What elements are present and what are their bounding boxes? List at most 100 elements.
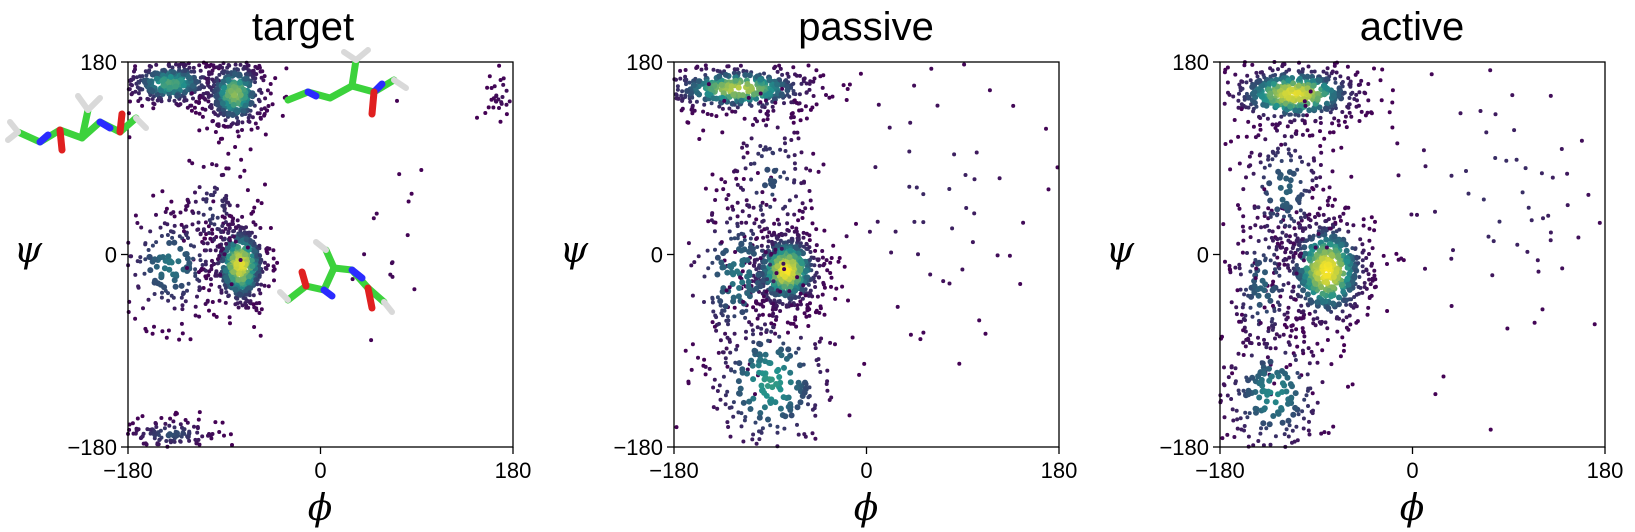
scatter-point — [741, 177, 746, 181]
scatter-point — [251, 209, 256, 214]
scatter-point — [233, 260, 240, 267]
scatter-point — [760, 277, 767, 284]
scatter-point — [1293, 112, 1298, 117]
scatter-point — [1548, 230, 1553, 235]
scatter-point — [253, 80, 257, 85]
scatter-point — [1296, 243, 1301, 247]
scatter-point — [778, 66, 783, 71]
scatter-point — [199, 266, 204, 271]
scatter-point — [210, 162, 215, 167]
scatter-point — [1341, 211, 1346, 216]
scatter-point — [1335, 329, 1340, 334]
scatter-point — [735, 293, 742, 300]
scatter-point — [1353, 246, 1358, 251]
scatter-point — [767, 313, 772, 318]
scatter-point — [794, 73, 799, 78]
scatter-point — [1279, 240, 1284, 245]
scatter-point — [721, 187, 726, 192]
scatter-point — [1395, 141, 1400, 146]
scatter-point — [151, 106, 156, 111]
scatter-point — [744, 198, 749, 203]
scatter-point — [1423, 164, 1428, 169]
scatter-point — [1279, 159, 1284, 163]
scatter-point — [1259, 277, 1266, 284]
scatter-point — [501, 82, 506, 87]
scatter-point — [1297, 60, 1301, 65]
scatter-point — [1264, 190, 1269, 195]
scatter-point — [793, 166, 798, 171]
scatter-point — [154, 212, 158, 217]
scatter-point — [258, 260, 263, 265]
scatter-point — [201, 197, 206, 202]
scatter-point — [1279, 142, 1284, 147]
scatter-point — [1243, 410, 1248, 415]
scatter-point — [743, 415, 748, 419]
scatter-point — [929, 66, 934, 71]
scatter-point — [1319, 150, 1324, 155]
scatter-point — [798, 118, 803, 123]
scatter-point — [1327, 185, 1332, 190]
scatter-point — [504, 102, 509, 107]
scatter-point — [752, 161, 757, 166]
scatter-point — [228, 321, 232, 326]
scatter-point — [1266, 377, 1273, 384]
scatter-point — [699, 67, 704, 72]
scatter-point — [251, 302, 256, 307]
scatter-point — [191, 211, 196, 215]
x-tick-label: −180 — [1195, 458, 1245, 483]
scatter-point — [728, 434, 733, 439]
scatter-point — [759, 229, 764, 234]
scatter-point — [769, 233, 774, 238]
scatter-point — [824, 93, 828, 97]
scatter-point — [160, 290, 164, 295]
scatter-point — [174, 410, 178, 415]
scatter-point — [200, 75, 205, 80]
scatter-point — [1324, 228, 1329, 233]
scatter-point — [251, 293, 256, 298]
scatter-point — [498, 119, 503, 124]
scatter-point — [178, 439, 183, 444]
scatter-point — [244, 298, 249, 303]
scatter-point — [1255, 292, 1262, 299]
scatter-point — [762, 294, 766, 299]
scatter-point — [1327, 241, 1334, 248]
scatter-point — [753, 116, 758, 121]
scatter-point — [736, 233, 741, 237]
scatter-point — [1297, 253, 1302, 258]
scatter-point — [262, 283, 267, 288]
scatter-point — [230, 269, 237, 275]
scatter-point — [237, 92, 244, 98]
scatter-point — [203, 236, 207, 241]
scatter-point — [159, 416, 164, 420]
scatter-point — [135, 85, 140, 90]
molecule-stick-model-alpha — [277, 239, 395, 315]
scatter-point — [697, 137, 702, 141]
scatter-point — [1235, 426, 1240, 431]
scatter-point — [151, 256, 158, 263]
scatter-point — [1349, 92, 1354, 96]
scatter-point — [1325, 261, 1332, 268]
scatter-point — [1242, 424, 1247, 428]
scatter-point — [185, 420, 190, 425]
scatter-point — [1355, 98, 1359, 103]
scatter-point — [138, 259, 143, 264]
scatter-point — [735, 236, 740, 241]
scatter-point — [207, 64, 212, 69]
scatter-point — [1274, 332, 1279, 337]
scatter-point — [703, 73, 708, 77]
scatter-point — [719, 264, 726, 271]
scatter-point — [230, 443, 234, 447]
scatter-point — [766, 338, 771, 343]
scatter-point — [206, 273, 211, 278]
scatter-point — [374, 211, 379, 216]
scatter-point — [709, 101, 714, 106]
scatter-point — [1345, 281, 1352, 288]
scatter-point — [773, 331, 778, 336]
scatter-point — [1279, 219, 1284, 224]
scatter-point — [1325, 66, 1330, 71]
scatter-point — [190, 222, 195, 227]
scatter-point — [1312, 69, 1317, 74]
scatter-point — [1308, 224, 1313, 229]
scatter-point — [1266, 421, 1273, 428]
